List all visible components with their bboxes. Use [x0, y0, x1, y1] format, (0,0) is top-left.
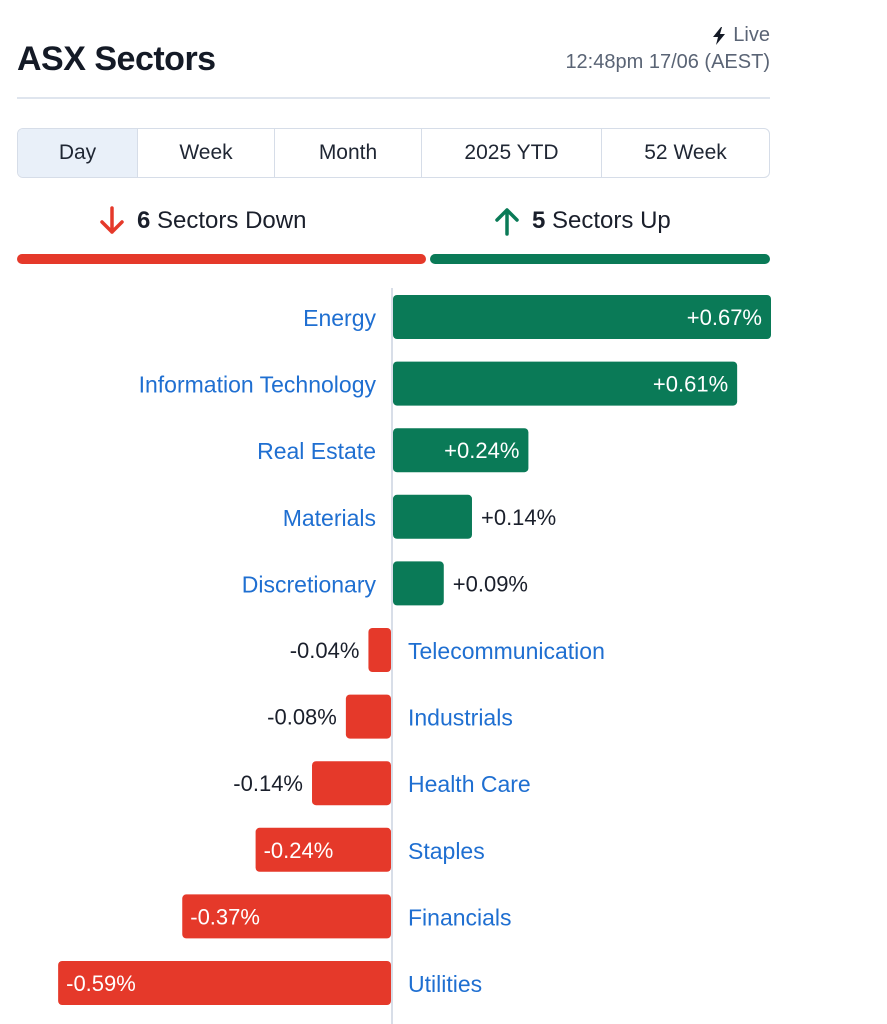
sector-link-discretionary[interactable]: Discretionary: [242, 571, 377, 597]
tab-day[interactable]: Day: [18, 129, 138, 177]
down-label: Sectors Down: [157, 207, 307, 234]
timestamp: 12:48pm 17/06 (AEST): [565, 51, 770, 73]
live-indicator: Live: [711, 24, 770, 47]
sector-link-utilities[interactable]: Utilities: [408, 971, 482, 997]
bar-real-estate[interactable]: [393, 428, 529, 473]
sector-link-industrials[interactable]: Industrials: [408, 705, 513, 731]
bar-information-technology[interactable]: [393, 361, 738, 406]
bar-financials[interactable]: [182, 894, 391, 939]
bar-discretionary[interactable]: [393, 561, 444, 606]
value-label: +0.24%: [444, 438, 519, 463]
tab-label: 52 Week: [644, 141, 727, 164]
arrow-up-icon: [495, 208, 519, 236]
tab-52-week[interactable]: 52 Week: [602, 129, 769, 177]
tab-week[interactable]: Week: [138, 129, 275, 177]
sectors-up-bar: [429, 254, 770, 264]
sector-link-materials[interactable]: Materials: [283, 505, 376, 531]
period-tabs: Day Week Month 2025 YTD 52 Week: [17, 128, 770, 178]
bar-staples[interactable]: [255, 827, 391, 872]
value-label: +0.09%: [453, 571, 528, 596]
bar-telecommunication[interactable]: [368, 628, 391, 672]
sector-link-energy[interactable]: Energy: [303, 305, 376, 331]
value-label: -0.14%: [233, 771, 303, 796]
sector-link-information-technology[interactable]: Information Technology: [139, 372, 377, 398]
sector-link-financials[interactable]: Financials: [408, 904, 512, 930]
sector-link-real-estate[interactable]: Real Estate: [257, 438, 376, 464]
value-label: -0.04%: [290, 638, 360, 663]
lightning-icon: [713, 26, 726, 45]
page-title: ASX Sectors: [17, 40, 216, 78]
value-label: +0.67%: [687, 305, 762, 330]
value-label: -0.08%: [267, 705, 337, 730]
bar-industrials[interactable]: [345, 694, 391, 739]
bar-health-care[interactable]: [312, 761, 391, 806]
tab-label: Week: [179, 141, 233, 164]
tab-2025-ytd[interactable]: 2025 YTD: [422, 129, 602, 177]
sector-performance-chart: +0.67% Energy +0.61% Information Technology…: [58, 288, 771, 1024]
value-label: -0.24%: [264, 838, 334, 863]
sector-link-telecommunication[interactable]: Telecommunication: [408, 638, 605, 664]
value-label: +0.14%: [481, 505, 556, 530]
value-label: -0.59%: [66, 971, 136, 996]
tab-month[interactable]: Month: [275, 129, 422, 177]
value-label: -0.37%: [190, 904, 260, 929]
bar-energy[interactable]: [393, 295, 771, 339]
tab-label: 2025 YTD: [464, 141, 559, 164]
value-label: +0.61%: [653, 372, 728, 397]
tab-label: Month: [318, 141, 378, 164]
header-divider: [17, 97, 770, 99]
sector-link-staples[interactable]: Staples: [408, 838, 485, 864]
tab-label: Day: [58, 141, 97, 164]
arrow-down-icon: [100, 206, 124, 234]
sectors-down-bar: [17, 254, 426, 264]
bar-utilities[interactable]: [58, 961, 391, 1005]
sector-link-health-care[interactable]: Health Care: [408, 771, 531, 797]
sectors-down-summary: 6 Sectors Down: [97, 205, 306, 237]
bar-materials[interactable]: [393, 494, 472, 539]
up-count: 5: [532, 207, 546, 234]
up-label: Sectors Up: [552, 207, 671, 234]
sectors-up-summary: 5 Sectors Up: [492, 205, 671, 237]
down-count: 6: [137, 207, 151, 234]
live-label: Live: [733, 24, 770, 46]
